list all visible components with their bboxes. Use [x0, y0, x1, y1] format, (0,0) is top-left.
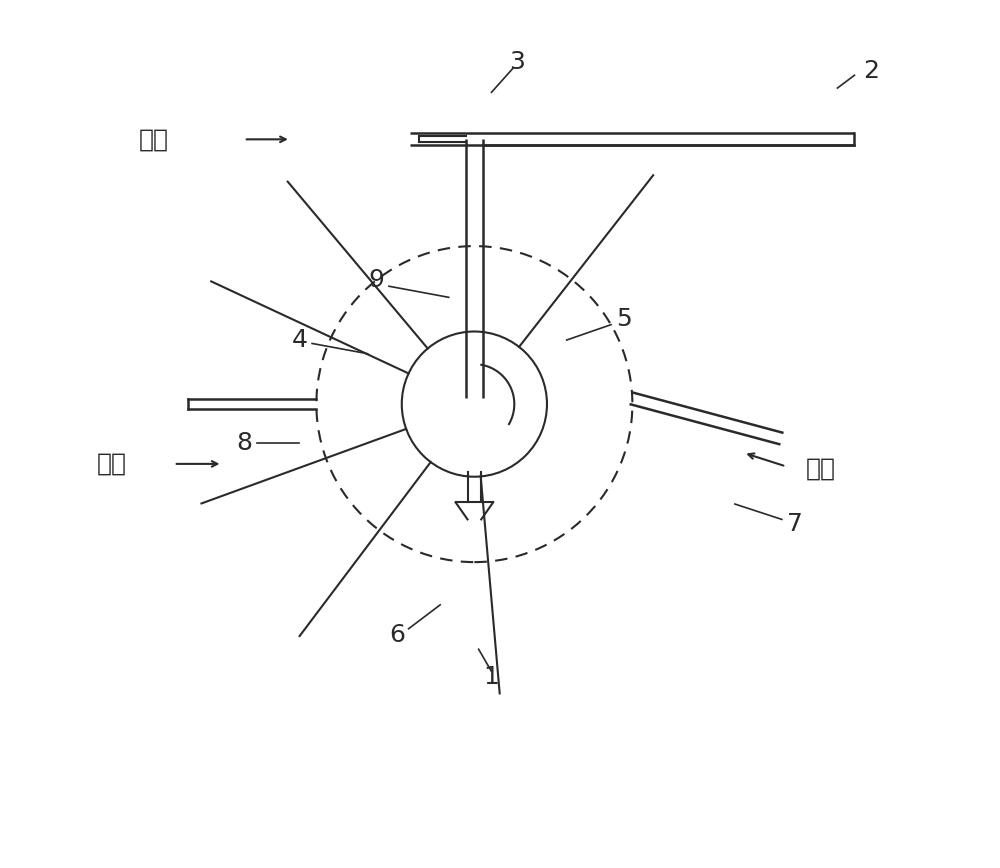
Text: 5: 5 — [616, 306, 632, 331]
Text: 3: 3 — [509, 50, 525, 75]
Text: 1: 1 — [484, 666, 499, 689]
Text: 2: 2 — [864, 59, 880, 83]
Text: 气体: 气体 — [805, 457, 835, 480]
Text: 气体: 气体 — [139, 128, 169, 151]
Text: 8: 8 — [236, 431, 252, 455]
Text: 4: 4 — [291, 328, 307, 352]
Text: 6: 6 — [390, 622, 406, 647]
Text: 液体: 液体 — [97, 452, 127, 476]
Text: 9: 9 — [368, 268, 384, 293]
Text: 7: 7 — [787, 511, 803, 536]
